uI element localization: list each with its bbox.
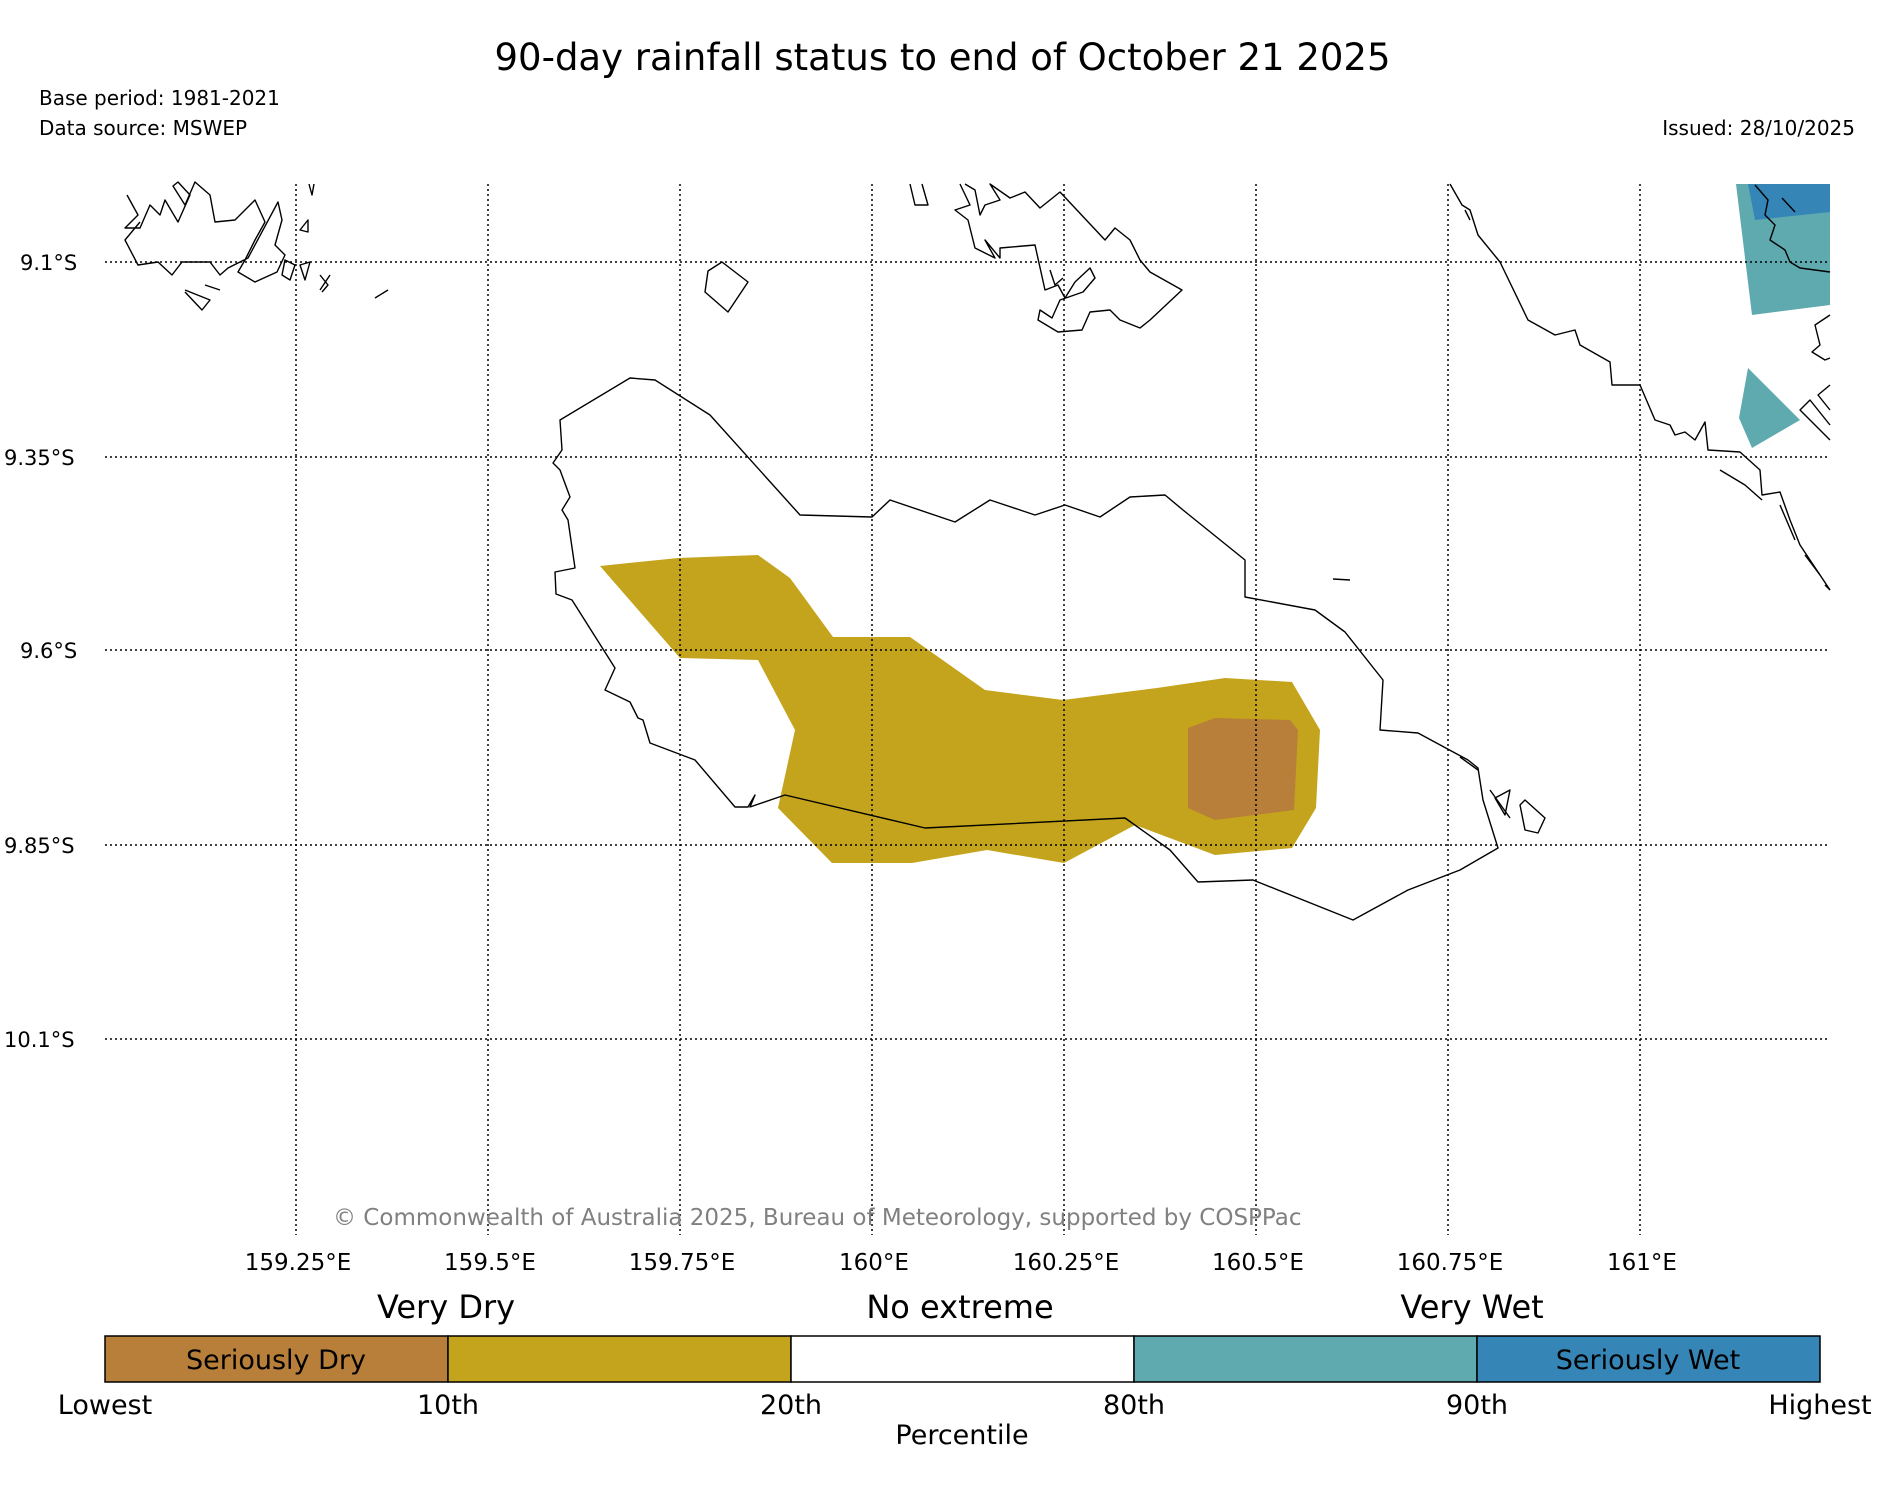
lon-label: 161°E: [1607, 1250, 1677, 1276]
graticule: [105, 184, 1830, 1235]
coast-segment: [281, 259, 296, 281]
coast-segment: [1817, 384, 1831, 411]
coast-segment: [299, 261, 311, 281]
longitude-labels: 159.25°E 159.5°E 159.75°E 160°E 160.25°E…: [245, 1250, 1677, 1276]
legend-swatch-no-extreme: [790, 1335, 1135, 1383]
coastlines: [124, 181, 1831, 921]
coast-segment: [308, 183, 315, 196]
coast-segment: [1811, 314, 1831, 361]
legend-label-seriously-wet: Seriously Wet: [1556, 1345, 1740, 1376]
coast-segment: [319, 274, 331, 291]
percentile-label: 80th: [1103, 1390, 1165, 1421]
percentile-label: 90th: [1446, 1390, 1508, 1421]
coast-segment: [1779, 504, 1796, 541]
copyright-text: © Commonwealth of Australia 2025, Bureau…: [333, 1205, 1302, 1231]
latitude-labels: 9.1°S 9.35°S 9.6°S 9.85°S 10.1°S: [4, 251, 77, 1052]
lon-label: 160°E: [839, 1250, 909, 1276]
lon-label: 159.5°E: [444, 1250, 536, 1276]
legend-swatch-very-wet: [1133, 1335, 1478, 1383]
florida-islands-coastline: [909, 183, 1183, 333]
lat-label: 9.85°S: [4, 834, 75, 858]
savo-island-coastline: [704, 261, 749, 313]
coast-segment: [204, 284, 221, 291]
seriously-wet-area: [1748, 184, 1830, 220]
lat-label: 9.6°S: [20, 639, 77, 663]
coast-segment: [1332, 578, 1351, 581]
coast-segment: [1754, 184, 1831, 273]
seriously-dry-area: [1188, 718, 1298, 820]
percentile-axis-label: Percentile: [895, 1420, 1028, 1451]
coast-segment: [1804, 554, 1821, 576]
coast-segment: [1489, 789, 1511, 819]
coast-segment: [1494, 789, 1511, 816]
percentile-label: Lowest: [58, 1390, 152, 1421]
coast-segment: [1519, 799, 1546, 834]
lon-label: 160.5°E: [1212, 1250, 1304, 1276]
coast-segment: [1464, 209, 1471, 221]
anomaly-shading: [600, 184, 1830, 863]
legend-swatch-seriously-wet: [1476, 1335, 1821, 1383]
lon-label: 160.75°E: [1397, 1250, 1504, 1276]
coast-segment: [319, 274, 329, 293]
very-dry-area: [600, 555, 1320, 863]
legend-label-seriously-dry: Seriously Dry: [186, 1345, 366, 1376]
coast-segment: [1719, 469, 1763, 501]
base-period-text: Base period: 1981-2021: [39, 86, 280, 110]
issued-date-text: Issued: 28/10/2025: [1662, 116, 1855, 140]
map-title: 90-day rainfall status to end of October…: [494, 36, 1391, 79]
coast-segment: [1459, 756, 1479, 771]
coast-segment: [1049, 269, 1064, 286]
lat-label: 10.1°S: [4, 1028, 75, 1052]
russell-islands-coastline: [124, 181, 286, 283]
malaita-coastline: [1449, 183, 1831, 591]
guadalcanal-coastline: [552, 377, 1499, 921]
legend-category-very-wet: Very Wet: [1400, 1288, 1543, 1326]
coast-segment: [1824, 584, 1831, 591]
lon-label: 160.25°E: [1013, 1250, 1120, 1276]
lon-label: 159.25°E: [245, 1250, 352, 1276]
coast-segment: [1781, 197, 1796, 213]
percentile-label: Highest: [1768, 1390, 1871, 1421]
legend-category-no-extreme: No extreme: [866, 1288, 1053, 1326]
legend-swatch-very-dry: [447, 1335, 792, 1383]
coast-segment: [374, 289, 389, 299]
percentile-label: 20th: [760, 1390, 822, 1421]
coast-segment: [299, 219, 309, 233]
legend-category-very-dry: Very Dry: [377, 1288, 515, 1326]
coast-segment: [184, 289, 211, 311]
lon-label: 159.75°E: [629, 1250, 736, 1276]
coast-segment: [1799, 399, 1831, 441]
lat-label: 9.35°S: [4, 446, 75, 470]
lat-label: 9.1°S: [20, 251, 77, 275]
legend: Very Dry No extreme Very Wet Seriously D…: [58, 1288, 1872, 1451]
legend-swatch-seriously-dry: [104, 1335, 449, 1383]
very-wet-area-2: [1739, 368, 1800, 448]
data-source-text: Data source: MSWEP: [39, 116, 248, 140]
percentile-label: 10th: [417, 1390, 479, 1421]
